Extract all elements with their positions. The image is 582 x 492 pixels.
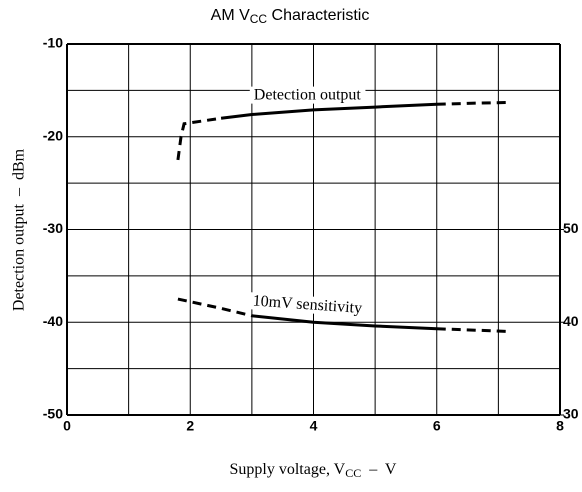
label-background (248, 292, 367, 318)
x-tick-label: 4 (310, 418, 318, 434)
line-segment (177, 297, 253, 318)
x-tick-label: 6 (433, 418, 441, 434)
title-part: AM V (211, 7, 250, 24)
x-tick-label: 8 (556, 418, 564, 434)
y-axis-label: Detection output – dBm (11, 148, 28, 311)
y2-tick-label: 40 (563, 313, 579, 329)
line-segment (176, 116, 222, 161)
line-segment (251, 314, 437, 331)
title-part: Characteristic (267, 7, 369, 24)
x-label-sub: CC (345, 466, 361, 480)
y-tick-label: -50 (43, 406, 63, 422)
y2-tick-label: 50 (563, 220, 579, 236)
x-label-part: Supply voltage, V (230, 461, 346, 478)
series-label: Detection output (254, 87, 362, 104)
title-sub: CC (250, 12, 268, 26)
label-background (249, 86, 366, 104)
y-tick-label: -10 (43, 35, 63, 51)
series-label: 10mV sensitivity (252, 292, 362, 317)
x-label-part: – V (361, 461, 397, 478)
y-tick-label: -40 (43, 313, 63, 329)
line-segment (436, 100, 511, 106)
x-tick-label: 2 (186, 418, 194, 434)
line-segment (220, 102, 437, 120)
chart-title: AM VCC Characteristic (211, 7, 370, 26)
y-tick-label: -20 (43, 127, 63, 143)
y-tick-label: -30 (43, 220, 63, 236)
x-axis-label: Supply voltage, VCC – V (230, 461, 397, 480)
y2-tick-label: 30 (563, 406, 579, 422)
line-segment (436, 327, 511, 334)
x-tick-label: 0 (63, 418, 71, 434)
